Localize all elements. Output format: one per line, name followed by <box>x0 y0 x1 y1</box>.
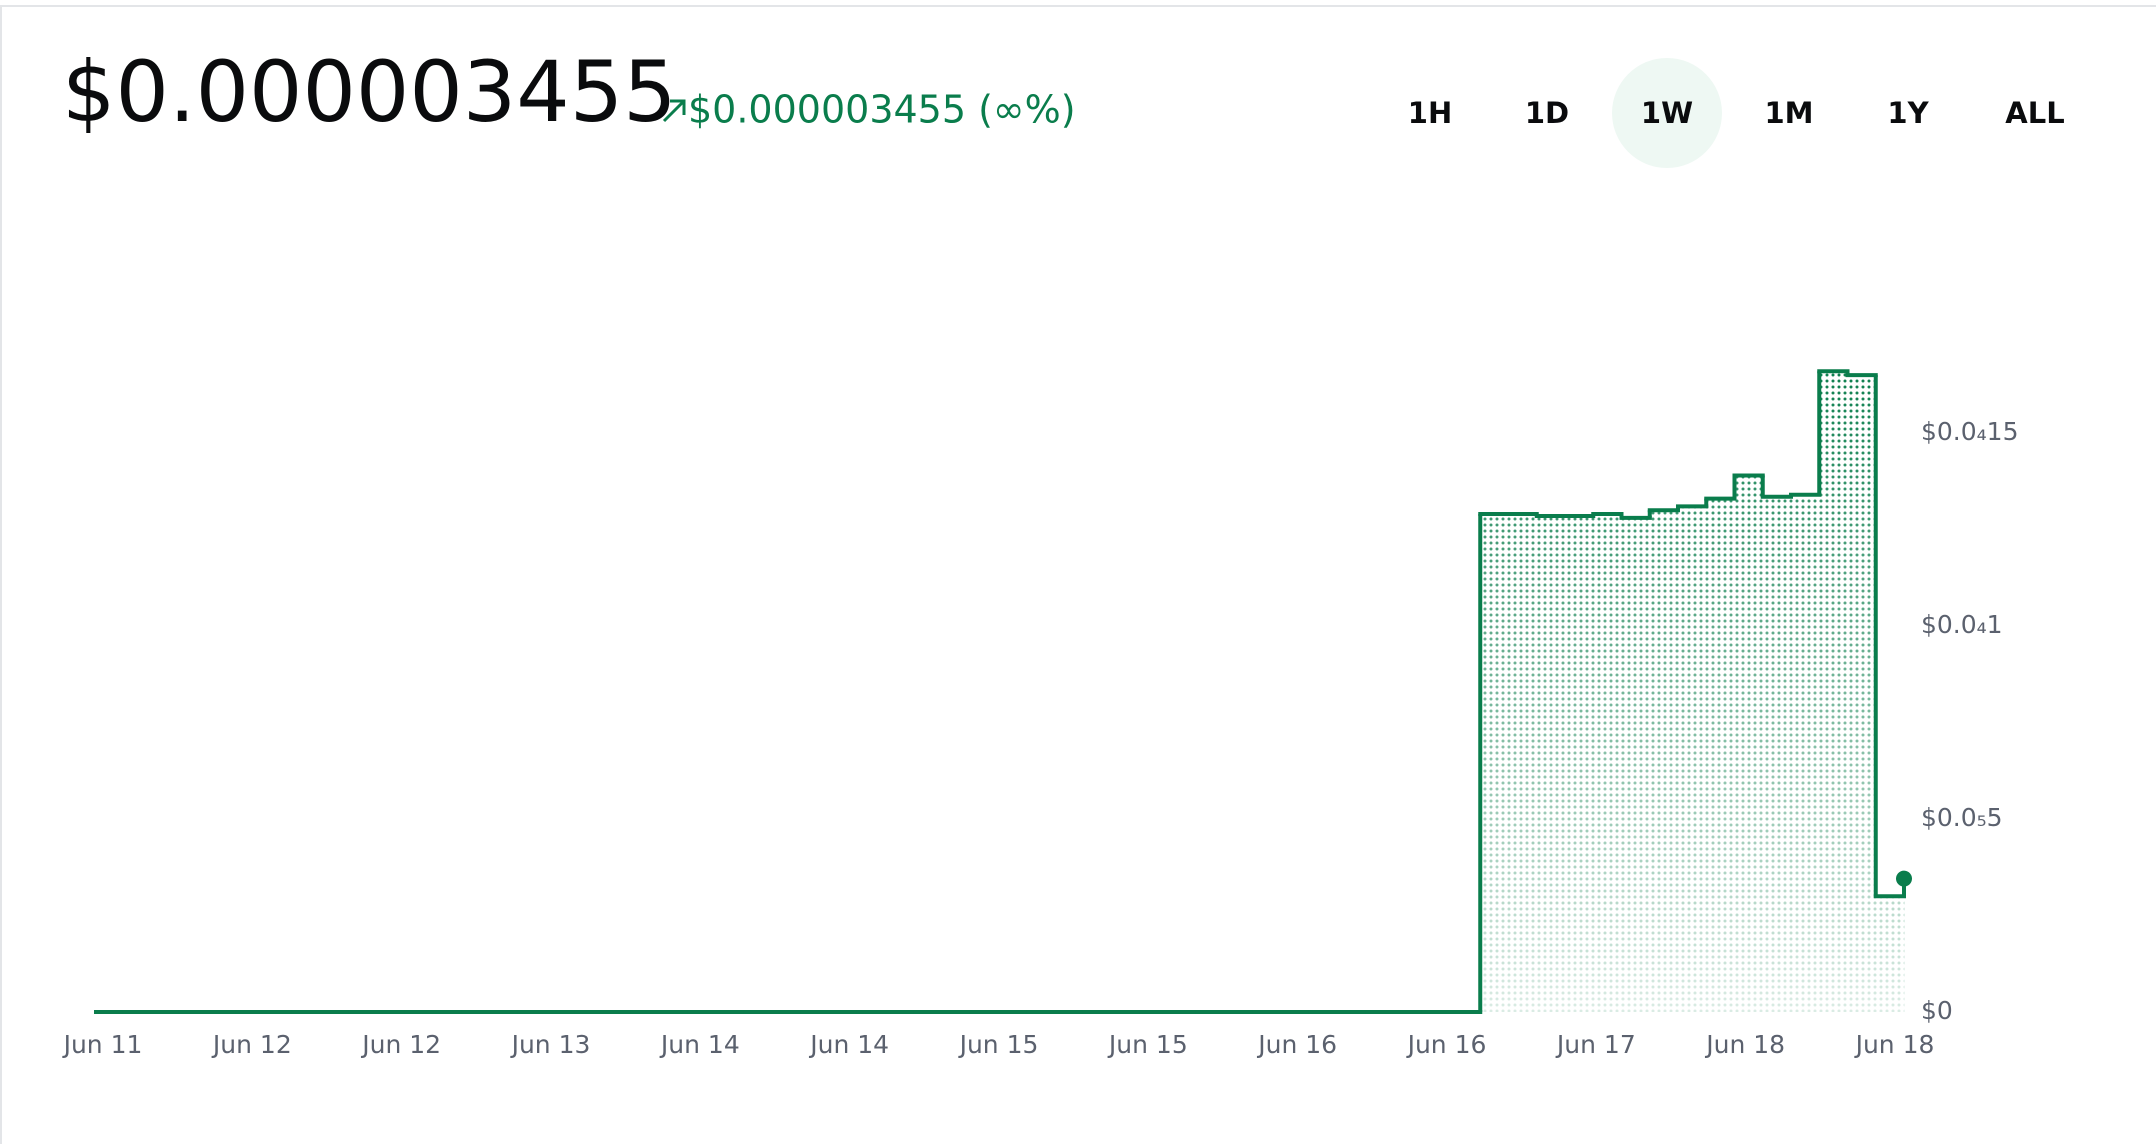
area-step <box>1762 496 1792 1012</box>
x-tick-label: Jun 16 <box>1256 1030 1337 1059</box>
price: $0.000003455 <box>62 43 677 141</box>
area-step <box>1791 494 1820 1012</box>
timeframe-button[interactable]: ALL <box>2005 96 2064 130</box>
x-tick-label: Jun 15 <box>1107 1030 1188 1059</box>
y-tick-label: $0 <box>1921 996 1953 1025</box>
price-change: $0.000003455 (∞%) <box>688 88 1076 132</box>
area-step <box>1847 375 1877 1013</box>
timeframe-button[interactable]: 1M <box>1764 96 1813 130</box>
area-step <box>1678 506 1707 1012</box>
area-step <box>1734 475 1764 1013</box>
area-step <box>1706 498 1735 1012</box>
up-arrow-icon <box>662 99 686 123</box>
x-tick-label: Jun 16 <box>1406 1030 1487 1059</box>
area-step <box>1819 371 1848 1012</box>
timeframe-button[interactable]: 1Y <box>1887 96 1929 130</box>
y-tick-label: $0.0₄1 <box>1921 610 2003 639</box>
timeframe-selector: 1H 1D 1W 1M 1Y ALL <box>1408 58 2065 168</box>
y-tick-label: $0.0₅5 <box>1921 803 2003 832</box>
x-tick-label: Jun 11 <box>62 1030 143 1059</box>
area-step <box>1480 514 1509 1012</box>
y-tick-label: $0.0₄15 <box>1921 417 2019 446</box>
area-step <box>1508 514 1538 1012</box>
x-tick-label: Jun 15 <box>958 1030 1039 1059</box>
area-step <box>1875 896 1905 1012</box>
current-point <box>1896 870 1912 887</box>
area-step <box>1649 510 1679 1012</box>
area-step <box>1593 514 1622 1012</box>
x-tick-label: Jun 13 <box>510 1030 591 1059</box>
x-tick-label: Jun 18 <box>1854 1030 1935 1059</box>
area-step <box>1565 515 1594 1012</box>
x-tick-label: Jun 14 <box>659 1030 740 1059</box>
x-tick-label: Jun 14 <box>808 1030 889 1059</box>
plot: $0 $0.0₅5 $0.0₄1 $0.0₄15 Jun 11 Jun 12 Jun 12 J… <box>62 369 2019 1059</box>
timeframe-button[interactable]: 1W <box>1641 96 1693 130</box>
area-step <box>1621 517 1651 1012</box>
x-tick-label: Jun 17 <box>1555 1030 1636 1059</box>
x-tick-label: Jun 12 <box>360 1030 441 1059</box>
timeframe-button[interactable]: 1H <box>1408 96 1452 130</box>
area <box>1480 371 1905 1013</box>
x-tick-label: Jun 18 <box>1704 1030 1785 1059</box>
active-timeframe-bg <box>1612 58 1722 168</box>
area-step <box>1536 515 1566 1012</box>
timeframe-button[interactable]: 1D <box>1525 96 1569 130</box>
x-tick-label: Jun 12 <box>211 1030 292 1059</box>
